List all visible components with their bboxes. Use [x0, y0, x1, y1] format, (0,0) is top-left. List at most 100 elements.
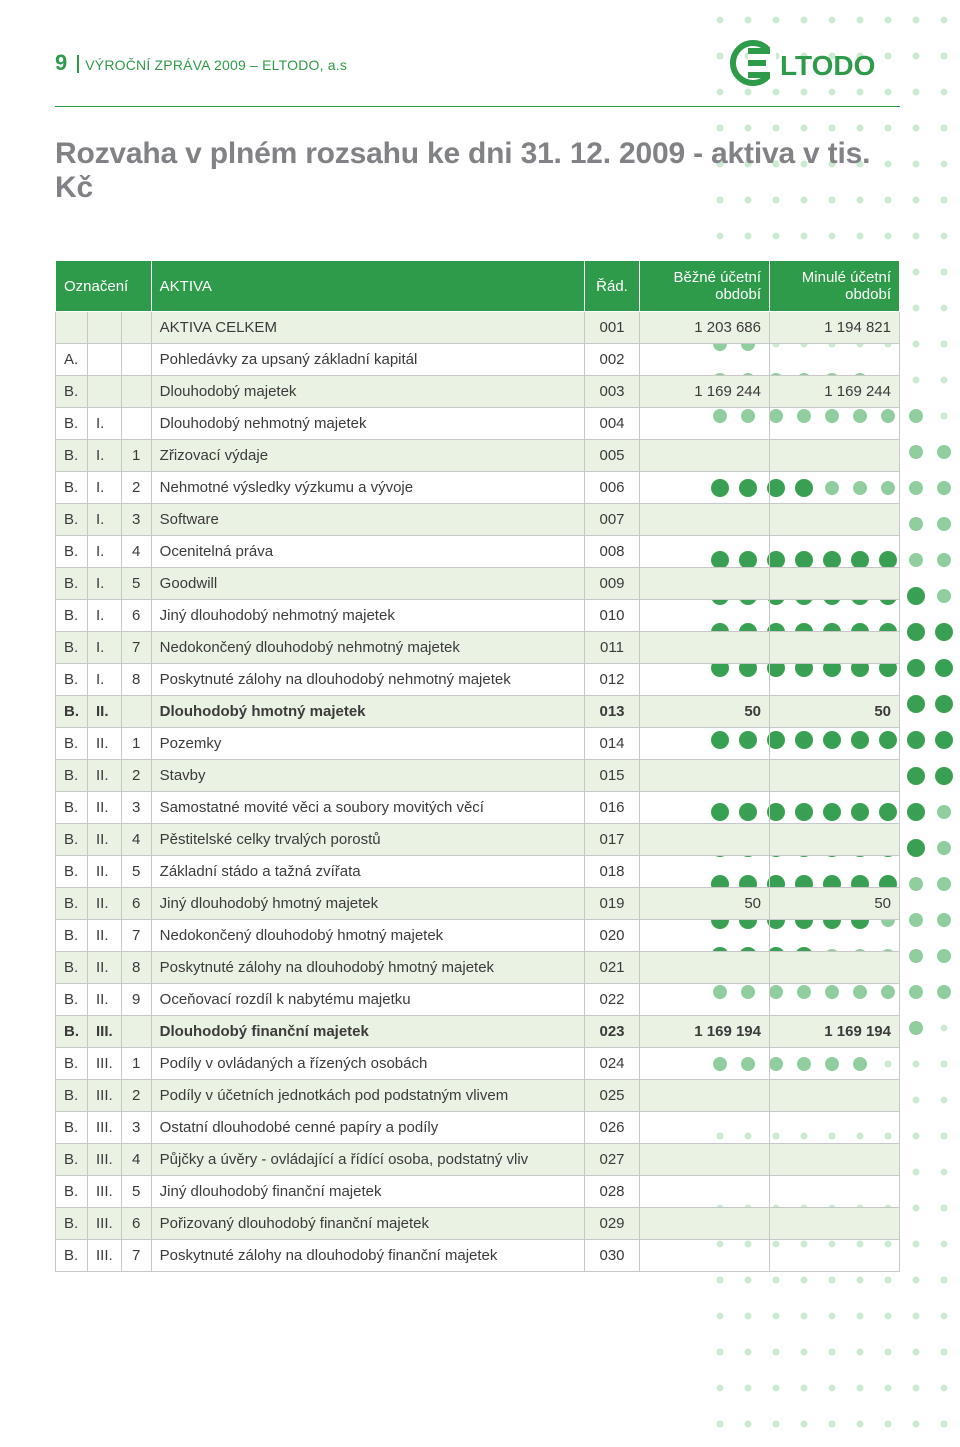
cell-rad: 022	[585, 984, 640, 1016]
table-row: B.II.5Základní stádo a tažná zvířata018	[56, 856, 900, 888]
cell-bezne	[640, 1080, 770, 1112]
cell-mark1: A.	[56, 344, 88, 376]
cell-mark2: II.	[88, 824, 122, 856]
cell-mark1: B.	[56, 1144, 88, 1176]
cell-mark1: B.	[56, 1112, 88, 1144]
cell-mark3: 5	[121, 568, 151, 600]
cell-bezne	[640, 1176, 770, 1208]
cell-description: Goodwill	[151, 568, 584, 600]
cell-mark3: 3	[121, 792, 151, 824]
cell-rad: 030	[585, 1240, 640, 1272]
cell-rad: 012	[585, 664, 640, 696]
cell-minule	[770, 920, 900, 952]
cell-rad: 021	[585, 952, 640, 984]
cell-description: Nedokončený dlouhodobý hmotný majetek	[151, 920, 584, 952]
cell-mark1: B.	[56, 504, 88, 536]
cell-bezne	[640, 1208, 770, 1240]
cell-bezne	[640, 856, 770, 888]
cell-mark1: B.	[56, 984, 88, 1016]
cell-bezne	[640, 1144, 770, 1176]
cell-description: Poskytnuté zálohy na dlouhodobý hmotný m…	[151, 952, 584, 984]
cell-mark2: III.	[88, 1048, 122, 1080]
page-number-block: 9 VÝROČNÍ ZPRÁVA 2009 – ELTODO, a.s	[55, 50, 347, 76]
cell-mark3: 7	[121, 920, 151, 952]
cell-mark1: B.	[56, 664, 88, 696]
header-divider	[55, 106, 900, 107]
cell-rad: 019	[585, 888, 640, 920]
cell-mark1: B.	[56, 568, 88, 600]
cell-mark3	[121, 696, 151, 728]
logo-svg: LTODO	[730, 40, 900, 86]
cell-rad: 029	[585, 1208, 640, 1240]
cell-mark3: 1	[121, 1048, 151, 1080]
cell-rad: 018	[585, 856, 640, 888]
cell-mark2: II.	[88, 760, 122, 792]
cell-bezne	[640, 728, 770, 760]
cell-bezne	[640, 408, 770, 440]
table-row: B.I.6Jiný dlouhodobý nehmotný majetek010	[56, 600, 900, 632]
cell-mark2	[88, 312, 122, 344]
cell-mark2: II.	[88, 696, 122, 728]
cell-rad: 025	[585, 1080, 640, 1112]
cell-minule	[770, 568, 900, 600]
cell-mark2	[88, 344, 122, 376]
cell-mark3: 4	[121, 824, 151, 856]
cell-bezne: 1 169 194	[640, 1016, 770, 1048]
cell-mark1: B.	[56, 536, 88, 568]
cell-mark1: B.	[56, 824, 88, 856]
logo-text: LTODO	[780, 50, 875, 81]
cell-minule	[770, 792, 900, 824]
cell-bezne	[640, 984, 770, 1016]
cell-minule: 1 194 821	[770, 312, 900, 344]
cell-mark3: 2	[121, 760, 151, 792]
cell-description: Pořizovaný dlouhodobý finanční majetek	[151, 1208, 584, 1240]
cell-description: Pozemky	[151, 728, 584, 760]
table-row: B.II.3Samostatné movité věci a soubory m…	[56, 792, 900, 824]
cell-rad: 002	[585, 344, 640, 376]
cell-mark3	[121, 408, 151, 440]
cell-mark3: 9	[121, 984, 151, 1016]
table-row: B.I.Dlouhodobý nehmotný majetek004	[56, 408, 900, 440]
cell-bezne	[640, 504, 770, 536]
cell-mark2: II.	[88, 920, 122, 952]
cell-rad: 017	[585, 824, 640, 856]
col-header-oznaceni: Označení	[56, 261, 152, 312]
cell-mark1: B.	[56, 760, 88, 792]
cell-mark1: B.	[56, 792, 88, 824]
page-number: 9	[55, 50, 71, 76]
cell-description: Dlouhodobý finanční majetek	[151, 1016, 584, 1048]
cell-mark1: B.	[56, 408, 88, 440]
cell-mark1: B.	[56, 856, 88, 888]
cell-minule	[770, 760, 900, 792]
cell-rad: 026	[585, 1112, 640, 1144]
cell-mark1	[56, 312, 88, 344]
table-row: B.III.4Půjčky a úvěry - ovládající a říd…	[56, 1144, 900, 1176]
cell-minule	[770, 344, 900, 376]
table-row: B.III.7Poskytnuté zálohy na dlouhodobý f…	[56, 1240, 900, 1272]
cell-mark3	[121, 344, 151, 376]
cell-description: Pohledávky za upsaný základní kapitál	[151, 344, 584, 376]
cell-description: Dlouhodobý nehmotný majetek	[151, 408, 584, 440]
cell-bezne	[640, 632, 770, 664]
cell-mark1: B.	[56, 920, 88, 952]
cell-minule	[770, 728, 900, 760]
cell-description: Stavby	[151, 760, 584, 792]
cell-mark3	[121, 376, 151, 408]
cell-minule: 1 169 194	[770, 1016, 900, 1048]
table-row: B.I.5Goodwill009	[56, 568, 900, 600]
cell-minule	[770, 536, 900, 568]
report-title: VÝROČNÍ ZPRÁVA 2009 – ELTODO, a.s	[85, 57, 347, 73]
table-row: B.II.9Oceňovací rozdíl k nabytému majetk…	[56, 984, 900, 1016]
cell-minule	[770, 632, 900, 664]
table-row: B.III.2Podíly v účetních jednotkách pod …	[56, 1080, 900, 1112]
cell-mark2: III.	[88, 1080, 122, 1112]
page-separator	[77, 55, 79, 73]
cell-mark2: I.	[88, 568, 122, 600]
cell-description: Nehmotné výsledky výzkumu a vývoje	[151, 472, 584, 504]
cell-mark3: 5	[121, 1176, 151, 1208]
cell-mark3: 3	[121, 504, 151, 536]
cell-description: Jiný dlouhodobý finanční majetek	[151, 1176, 584, 1208]
table-body: AKTIVA CELKEM0011 203 6861 194 821A.Pohl…	[56, 312, 900, 1272]
cell-bezne	[640, 1048, 770, 1080]
cell-bezne: 50	[640, 888, 770, 920]
